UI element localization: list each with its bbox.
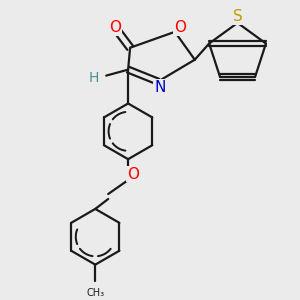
Text: S: S [233, 9, 242, 24]
Text: H: H [89, 70, 100, 85]
Text: CH₃: CH₃ [86, 287, 104, 298]
Text: O: O [127, 167, 139, 182]
Text: O: O [174, 20, 186, 35]
Text: O: O [109, 20, 121, 35]
Text: N: N [154, 80, 166, 95]
